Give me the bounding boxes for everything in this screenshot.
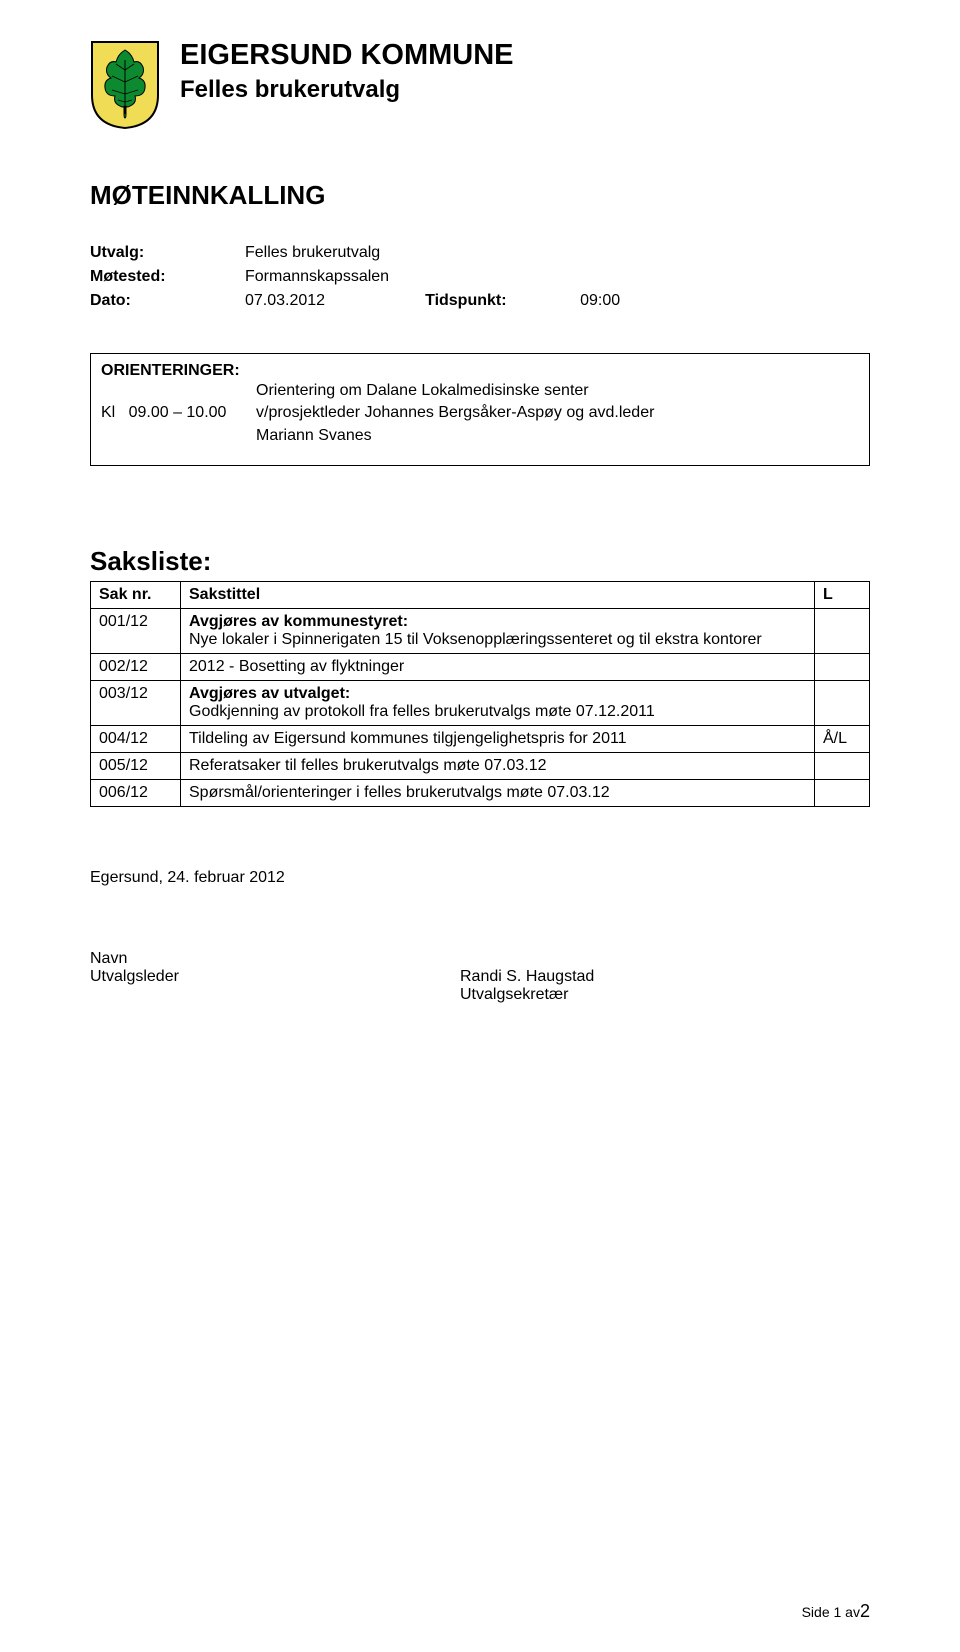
- document-header: EIGERSUND KOMMUNE Felles brukerutvalg: [90, 40, 870, 130]
- kl-label: Kl: [101, 404, 115, 421]
- col-l-header: L: [815, 582, 870, 609]
- orienteringer-time-empty: [101, 380, 256, 402]
- sign-row-1: Navn: [90, 950, 870, 968]
- dato-label: Dato:: [90, 289, 245, 313]
- cell-sak-nr: 004/12: [91, 726, 181, 753]
- cell-sak-tittel: Avgjøres av kommunestyret: Nye lokaler i…: [181, 609, 815, 654]
- cell-sak-tittel: Tildeling av Eigersund kommunes tilgjeng…: [181, 726, 815, 753]
- org-title-block: EIGERSUND KOMMUNE Felles brukerutvalg: [180, 40, 514, 104]
- signature-block: Navn Utvalgsleder Randi S. Haugstad Utva…: [90, 950, 870, 1004]
- col-sak-header: Sak nr.: [91, 582, 181, 609]
- tidspunkt-value: 09:00: [580, 289, 620, 313]
- meeting-call-title: MØTEINNKALLING: [90, 180, 870, 211]
- page-mid: av: [841, 1604, 860, 1620]
- cell-sak-l: [815, 609, 870, 654]
- table-row: 006/12 Spørsmål/orienteringer i felles b…: [91, 780, 870, 807]
- info-row-utvalg: Utvalg: Felles brukerutvalg: [90, 241, 870, 265]
- cell-sak-l: [815, 681, 870, 726]
- cell-sak-nr: 003/12: [91, 681, 181, 726]
- orienteringer-line3: Mariann Svanes: [256, 425, 859, 447]
- cell-sak-nr: 002/12: [91, 654, 181, 681]
- table-header-row: Sak nr. Sakstittel L: [91, 582, 870, 609]
- cell-sak-l: [815, 780, 870, 807]
- page-number: Side 1 av2: [802, 1601, 870, 1622]
- cell-sak-nr: 006/12: [91, 780, 181, 807]
- orienteringer-row-2: Kl 09.00 – 10.00 v/prosjektleder Johanne…: [101, 402, 859, 424]
- col-tittel-header: Sakstittel: [181, 582, 815, 609]
- sak-tittel-text: Nye lokaler i Spinnerigaten 15 til Vokse…: [189, 631, 806, 649]
- org-name: EIGERSUND KOMMUNE: [180, 40, 514, 72]
- motested-value: Formannskapssalen: [245, 265, 389, 289]
- info-row-dato: Dato: 07.03.2012 Tidspunkt: 09:00: [90, 289, 870, 313]
- cell-sak-nr: 005/12: [91, 753, 181, 780]
- sign-empty-left: [90, 986, 460, 1004]
- page-container: EIGERSUND KOMMUNE Felles brukerutvalg MØ…: [0, 0, 960, 1652]
- table-row: 002/12 2012 - Bosetting av flyktninger: [91, 654, 870, 681]
- orienteringer-line2: v/prosjektleder Johannes Bergsåker-Aspøy…: [256, 402, 859, 424]
- table-row: 005/12 Referatsaker til felles brukerutv…: [91, 753, 870, 780]
- table-row: 001/12 Avgjøres av kommunestyret: Nye lo…: [91, 609, 870, 654]
- orienteringer-time: Kl 09.00 – 10.00: [101, 402, 256, 424]
- cell-sak-tittel: Avgjøres av utvalget: Godkjenning av pro…: [181, 681, 815, 726]
- sign-name-right: Randi S. Haugstad: [460, 968, 594, 986]
- dato-value: 07.03.2012: [245, 289, 325, 313]
- saksliste-table: Sak nr. Sakstittel L 001/12 Avgjøres av …: [90, 581, 870, 807]
- table-row: 004/12 Tildeling av Eigersund kommunes t…: [91, 726, 870, 753]
- meeting-info: Utvalg: Felles brukerutvalg Møtested: Fo…: [90, 241, 870, 313]
- saksliste-title: Saksliste:: [90, 546, 870, 577]
- org-subtitle: Felles brukerutvalg: [180, 76, 514, 104]
- orienteringer-row-1: Orientering om Dalane Lokalmedisinske se…: [101, 380, 859, 402]
- orienteringer-box: ORIENTERINGER: Orientering om Dalane Lok…: [90, 353, 870, 466]
- utvalg-label: Utvalg:: [90, 241, 245, 265]
- info-row-motested: Møtested: Formannskapssalen: [90, 265, 870, 289]
- sign-row-2: Utvalgsleder Randi S. Haugstad: [90, 968, 870, 986]
- kl-time: 09.00 – 10.00: [129, 404, 227, 421]
- section-heading-utvalget: Avgjøres av utvalget:: [189, 685, 806, 703]
- tidspunkt-label: Tidspunkt:: [425, 289, 580, 313]
- utvalg-value: Felles brukerutvalg: [245, 241, 380, 265]
- orienteringer-row-3: Mariann Svanes: [101, 425, 859, 447]
- page-prefix: Side: [802, 1604, 834, 1620]
- cell-sak-tittel: 2012 - Bosetting av flyktninger: [181, 654, 815, 681]
- sak-tittel-text: Godkjenning av protokoll fra felles bruk…: [189, 703, 806, 721]
- sign-role-right: Utvalgsekretær: [460, 986, 568, 1004]
- cell-sak-l: Å/L: [815, 726, 870, 753]
- cell-sak-l: [815, 654, 870, 681]
- cell-sak-tittel: Referatsaker til felles brukerutvalgs mø…: [181, 753, 815, 780]
- orienteringer-line1: Orientering om Dalane Lokalmedisinske se…: [256, 380, 859, 402]
- page-total: 2: [860, 1601, 870, 1621]
- cell-sak-l: [815, 753, 870, 780]
- section-heading-kommunestyret: Avgjøres av kommunestyret:: [189, 613, 806, 631]
- cell-sak-nr: 001/12: [91, 609, 181, 654]
- municipality-shield-icon: [90, 40, 160, 130]
- sign-navn: Navn: [90, 950, 460, 968]
- motested-label: Møtested:: [90, 265, 245, 289]
- cell-sak-tittel: Spørsmål/orienteringer i felles brukerut…: [181, 780, 815, 807]
- sign-role-left: Utvalgsleder: [90, 968, 460, 986]
- orienteringer-title: ORIENTERINGER:: [101, 362, 859, 380]
- table-row: 003/12 Avgjøres av utvalget: Godkjenning…: [91, 681, 870, 726]
- sign-row-3: Utvalgsekretær: [90, 986, 870, 1004]
- orienteringer-time-empty2: [101, 425, 256, 447]
- place-date: Egersund, 24. februar 2012: [90, 867, 870, 889]
